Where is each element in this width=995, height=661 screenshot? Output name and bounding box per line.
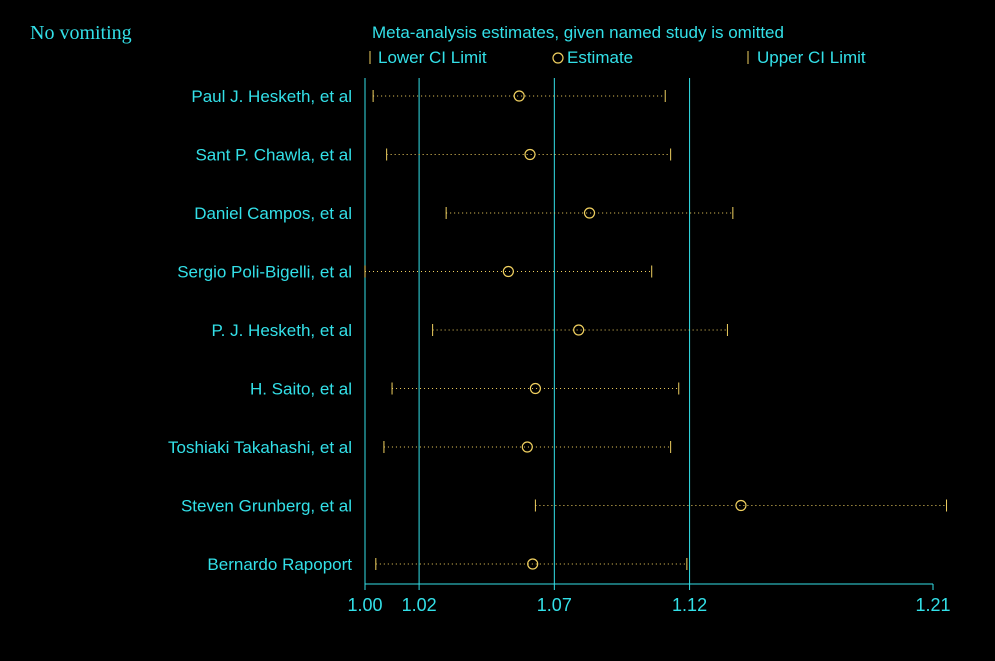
study-label-8: Bernardo Rapoport (207, 555, 352, 574)
estimate-point-1 (524, 148, 536, 161)
study-rows: Paul J. Hesketh, et al Sant P. Chawla, et… (168, 87, 948, 574)
study-label-1: Sant P. Chawla, et al (195, 146, 352, 165)
estimate-point-7 (735, 499, 747, 512)
estimate-point-8 (527, 558, 539, 570)
legend-estimate-marker (552, 52, 564, 64)
estimate-point-5 (529, 382, 542, 395)
estimate-point-4 (573, 324, 585, 336)
x-axis: 1.00 1.02 1.07 1.12 1.21 (347, 583, 951, 615)
estimate-point-0 (513, 90, 525, 102)
x-tick-label-2: 1.07 (537, 595, 572, 615)
study-label-3: Sergio Poli-Bigelli, et al (177, 263, 352, 282)
reference-lines (364, 78, 691, 584)
study-label-5: H. Saito, et al (250, 380, 352, 399)
estimate-point-2 (583, 207, 596, 219)
study-label-6: Toshiaki Takahashi, et al (168, 438, 352, 457)
study-label-4: P. J. Hesketh, et al (212, 321, 352, 340)
estimate-point-3 (502, 265, 514, 278)
study-label-0: Paul J. Hesketh, et al (191, 87, 352, 106)
chart-title: Meta-analysis estimates, given named stu… (372, 23, 784, 42)
legend-upper-label: Upper CI Limit (757, 48, 866, 67)
legend-lower-label: Lower CI Limit (378, 48, 487, 67)
x-tick-label-1: 1.02 (402, 595, 437, 615)
panel-label: No vomiting (30, 22, 132, 44)
estimate-point-6 (521, 441, 533, 453)
x-tick-label-3: 1.12 (672, 595, 707, 615)
legend-estimate-label: Estimate (567, 48, 633, 67)
x-tick-label-0: 1.00 (347, 595, 382, 615)
study-label-2: Daniel Campos, et al (194, 204, 352, 223)
x-tick-label-4: 1.21 (915, 595, 950, 615)
study-label-7: Steven Grunberg, et al (181, 497, 352, 516)
